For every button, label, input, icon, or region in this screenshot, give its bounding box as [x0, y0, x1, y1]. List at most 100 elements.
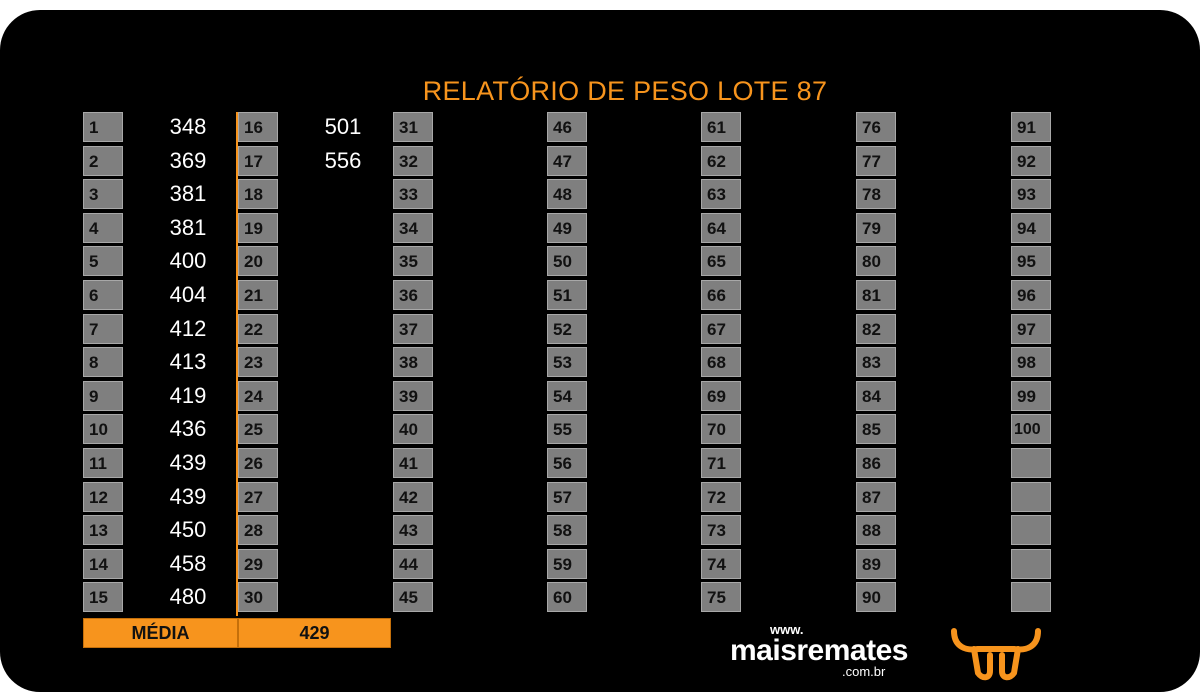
animal-number-cell: 17	[238, 145, 278, 176]
animal-number-cell: 15	[83, 582, 123, 613]
weight-value	[1071, 381, 1161, 411]
weight-value	[607, 314, 697, 344]
weight-value	[298, 381, 388, 411]
weight-value: 348	[169, 114, 207, 139]
animal-number-cell: 41	[393, 448, 433, 478]
weight-value: 381	[169, 214, 207, 240]
weight-value	[298, 213, 388, 243]
animal-number-cell: 54	[547, 380, 587, 411]
animal-number-cell: 4	[83, 212, 123, 243]
animal-number-cell: 2	[83, 145, 123, 176]
animal-number-cell: 1	[83, 112, 123, 142]
weight-value	[916, 347, 1006, 377]
weight-value	[607, 347, 697, 377]
average-value: 429	[238, 618, 391, 648]
animal-number-cell: 96	[1011, 280, 1051, 310]
animal-number-cell: 86	[856, 448, 896, 478]
animal-number-cell: 84	[856, 380, 896, 411]
weight-value	[1071, 179, 1161, 209]
animal-number-cell: 20	[238, 246, 278, 277]
animal-number-cell: 11	[83, 448, 123, 478]
animal-number-cell: 62	[701, 145, 741, 176]
weight-value	[761, 213, 851, 243]
weight-value	[761, 112, 851, 142]
animal-number-cell: 36	[393, 280, 433, 310]
animal-number-cell: 18	[238, 179, 278, 210]
animal-number-cell: 83	[856, 347, 896, 378]
weight-value	[298, 414, 388, 444]
weight-value: 439	[169, 450, 207, 475]
weight-value	[916, 146, 1006, 176]
weight-value	[1071, 549, 1161, 579]
weight-value	[761, 314, 851, 344]
column-separator	[236, 112, 238, 616]
animal-number-cell: 66	[701, 280, 741, 310]
animal-number-cell: 25	[238, 414, 278, 445]
weight-value	[607, 179, 697, 209]
animal-number-cell	[1011, 481, 1051, 512]
weight-value	[607, 482, 697, 512]
animal-number-cell: 23	[238, 347, 278, 378]
weight-value	[1071, 414, 1161, 444]
animal-number-cell: 68	[701, 347, 741, 378]
weight-value: 381	[169, 181, 207, 207]
weight-value: 400	[169, 248, 207, 274]
animal-number-cell: 93	[1011, 179, 1051, 210]
logo-name: maisremates	[730, 634, 908, 667]
animal-number-cell: 5	[83, 246, 123, 277]
logo-domain: .com.br	[842, 664, 886, 679]
weight-value	[916, 112, 1006, 142]
weight-value	[761, 280, 851, 310]
weight-value: 556	[324, 147, 362, 173]
animal-number-cell: 30	[238, 582, 278, 613]
animal-number-cell: 64	[701, 212, 741, 243]
animal-number-cell: 65	[701, 246, 741, 277]
weight-value	[298, 549, 388, 579]
weight-value: 450	[169, 517, 207, 543]
weight-value	[761, 381, 851, 411]
animal-number-cell: 51	[547, 280, 587, 310]
weight-value	[1071, 314, 1161, 344]
animal-number-cell: 77	[856, 145, 896, 176]
animal-number-cell: 70	[701, 414, 741, 445]
logo-www: www.	[770, 622, 804, 637]
weight-value	[1071, 146, 1161, 176]
animal-number-cell: 22	[238, 313, 278, 344]
weight-value	[1071, 112, 1161, 142]
animal-number-cell: 82	[856, 313, 896, 344]
animal-number-cell: 71	[701, 448, 741, 478]
weight-value	[453, 112, 543, 142]
weight-value	[1071, 213, 1161, 243]
weight-value	[916, 448, 1006, 478]
weight-value	[761, 179, 851, 209]
animal-number-cell	[1011, 582, 1051, 613]
animal-number-cell: 46	[547, 112, 587, 142]
weight-value: 480	[169, 584, 207, 610]
animal-number-cell: 19	[238, 212, 278, 243]
weight-value: 501	[324, 114, 362, 139]
average-label: MÉDIA	[83, 618, 238, 648]
weight-value: 436	[169, 416, 207, 442]
animal-number-cell: 80	[856, 246, 896, 277]
weight-value	[1071, 246, 1161, 276]
weight-value	[761, 146, 851, 176]
animal-number-cell: 94	[1011, 212, 1051, 243]
animal-number-cell: 78	[856, 179, 896, 210]
weight-value	[761, 448, 851, 478]
weight-value: 404	[169, 282, 207, 307]
animal-number-cell: 29	[238, 548, 278, 579]
animal-number-cell: 100	[1011, 414, 1051, 445]
animal-number-cell: 89	[856, 548, 896, 579]
weight-value	[298, 582, 388, 612]
animal-number-cell: 88	[856, 515, 896, 546]
bull-head-icon	[951, 628, 1041, 681]
weight-value	[916, 246, 1006, 276]
animal-number-cell: 95	[1011, 246, 1051, 277]
animal-number-cell: 44	[393, 548, 433, 579]
animal-number-cell: 9	[83, 380, 123, 411]
weight-value	[607, 381, 697, 411]
weight-value	[298, 280, 388, 310]
weight-value	[453, 314, 543, 344]
animal-number-cell: 7	[83, 313, 123, 344]
weight-value	[916, 381, 1006, 411]
